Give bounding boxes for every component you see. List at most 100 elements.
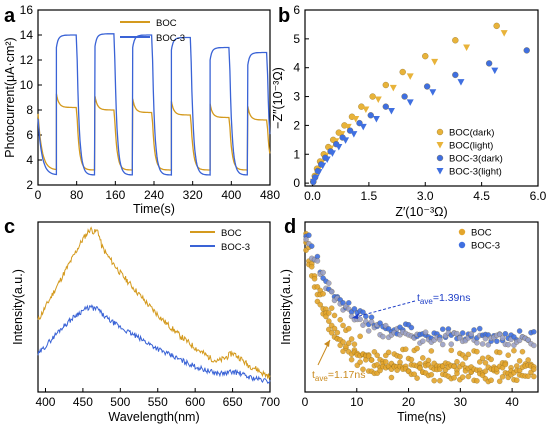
annotation-value: =1.17ns: [328, 369, 366, 381]
data-point: [505, 352, 511, 358]
data-point: [485, 60, 493, 67]
x-tick-label: 550: [148, 395, 168, 409]
annotation-sub: ave: [315, 374, 328, 383]
data-point: [479, 355, 486, 362]
annotation-sub: ave: [420, 297, 433, 306]
data-point: [311, 276, 318, 282]
data-point: [348, 356, 355, 363]
data-point: [320, 269, 326, 276]
data-point: [465, 351, 472, 358]
data-point: [372, 116, 380, 123]
data-point: [428, 348, 435, 354]
y-axis-label: −Z″(10⁻³Ω): [271, 67, 285, 129]
x-tick-label: 650: [223, 395, 243, 409]
data-point: [451, 375, 457, 381]
data-point: [328, 150, 336, 157]
data-point: [482, 360, 489, 366]
data-point: [374, 352, 380, 359]
data-point: [471, 327, 477, 333]
data-point: [319, 162, 327, 170]
data-point: [459, 361, 466, 367]
y-tick-label: 4: [293, 61, 300, 75]
data-point: [454, 359, 460, 365]
data-point: [422, 329, 429, 335]
data-point: [374, 96, 382, 103]
data-point: [369, 93, 376, 100]
data-point: [331, 325, 338, 332]
data-point: [346, 340, 352, 346]
data-point: [482, 368, 489, 374]
data-point: [388, 374, 395, 381]
y-tick-label: 5: [293, 32, 300, 46]
data-point: [389, 84, 397, 92]
x-tick-label: 400: [221, 188, 241, 202]
data-point: [367, 112, 374, 119]
y-tick-label: 12: [20, 53, 34, 67]
data-point: [429, 89, 437, 96]
series-line-boc-3: [37, 304, 271, 384]
data-point: [337, 317, 343, 323]
data-point: [451, 363, 457, 370]
x-tick-label: 30: [454, 395, 468, 409]
data-point: [448, 341, 454, 347]
legend-label: BOC(dark): [449, 128, 494, 139]
data-point: [397, 353, 403, 360]
legend-label-boc: BOC: [156, 18, 177, 29]
y-axis-label: Intensity(a.u.): [11, 269, 25, 345]
data-point: [463, 44, 471, 52]
data-point: [383, 359, 389, 365]
data-point: [431, 377, 437, 384]
data-point: [493, 22, 500, 30]
annotation-tave-boc: tave=1.17ns: [312, 369, 366, 383]
x-tick-label: 400: [35, 395, 55, 409]
data-point: [312, 174, 320, 182]
data-point: [494, 338, 500, 345]
data-point: [382, 81, 389, 89]
annotation-t: t: [312, 369, 315, 381]
data-point: [315, 169, 323, 176]
panel-label: a: [4, 5, 16, 27]
data-point: [462, 355, 469, 361]
x-tick-label: 0.0: [304, 189, 321, 203]
y-axis-label: Photocurrent(μA·cm²): [3, 37, 17, 157]
x-tick-label: 40: [505, 395, 519, 409]
data-point: [320, 291, 326, 297]
data-point: [468, 331, 474, 337]
data-point: [326, 310, 332, 316]
x-tick-label: 240: [144, 188, 164, 202]
data-point: [360, 322, 366, 328]
legend-label-boc-3: BOC-3: [221, 242, 250, 253]
data-point: [408, 356, 415, 363]
panel-label: d: [284, 216, 296, 238]
x-tick-label: 80: [70, 188, 84, 202]
data-point: [401, 93, 408, 100]
data-point: [377, 320, 383, 326]
data-point: [365, 328, 372, 334]
annotation-arrowhead-orange: [324, 340, 330, 347]
y-tick-label: 6: [293, 3, 300, 17]
x-tick-label: 450: [73, 395, 93, 409]
x-tick-label: 700: [260, 395, 280, 409]
data-point: [454, 370, 460, 377]
data-point: [531, 329, 537, 335]
data-point: [514, 377, 520, 383]
data-point: [525, 337, 531, 343]
panel-label: b: [278, 5, 290, 27]
data-point: [496, 378, 503, 385]
data-point: [488, 356, 494, 363]
y-tick-label: 14: [20, 28, 34, 42]
data-point: [360, 309, 366, 315]
data-point: [323, 156, 331, 163]
data-point: [477, 359, 483, 365]
data-point: [334, 329, 341, 336]
data-point: [496, 349, 503, 356]
x-tick-label: 3.0: [417, 189, 434, 203]
data-point: [394, 367, 400, 373]
data-point: [525, 373, 531, 379]
data-point: [326, 280, 332, 286]
panel-c: 400 450 500 550 600 650 700 Wavelength(nm) Inten…: [4, 216, 280, 424]
panel-d: 0 10 20 30 40 Time(ns) Intensity(a.u.) d BOC BOC-…: [279, 216, 539, 424]
data-point: [408, 324, 415, 331]
data-point: [340, 300, 346, 306]
annotation-value: =1.39ns: [433, 292, 471, 304]
